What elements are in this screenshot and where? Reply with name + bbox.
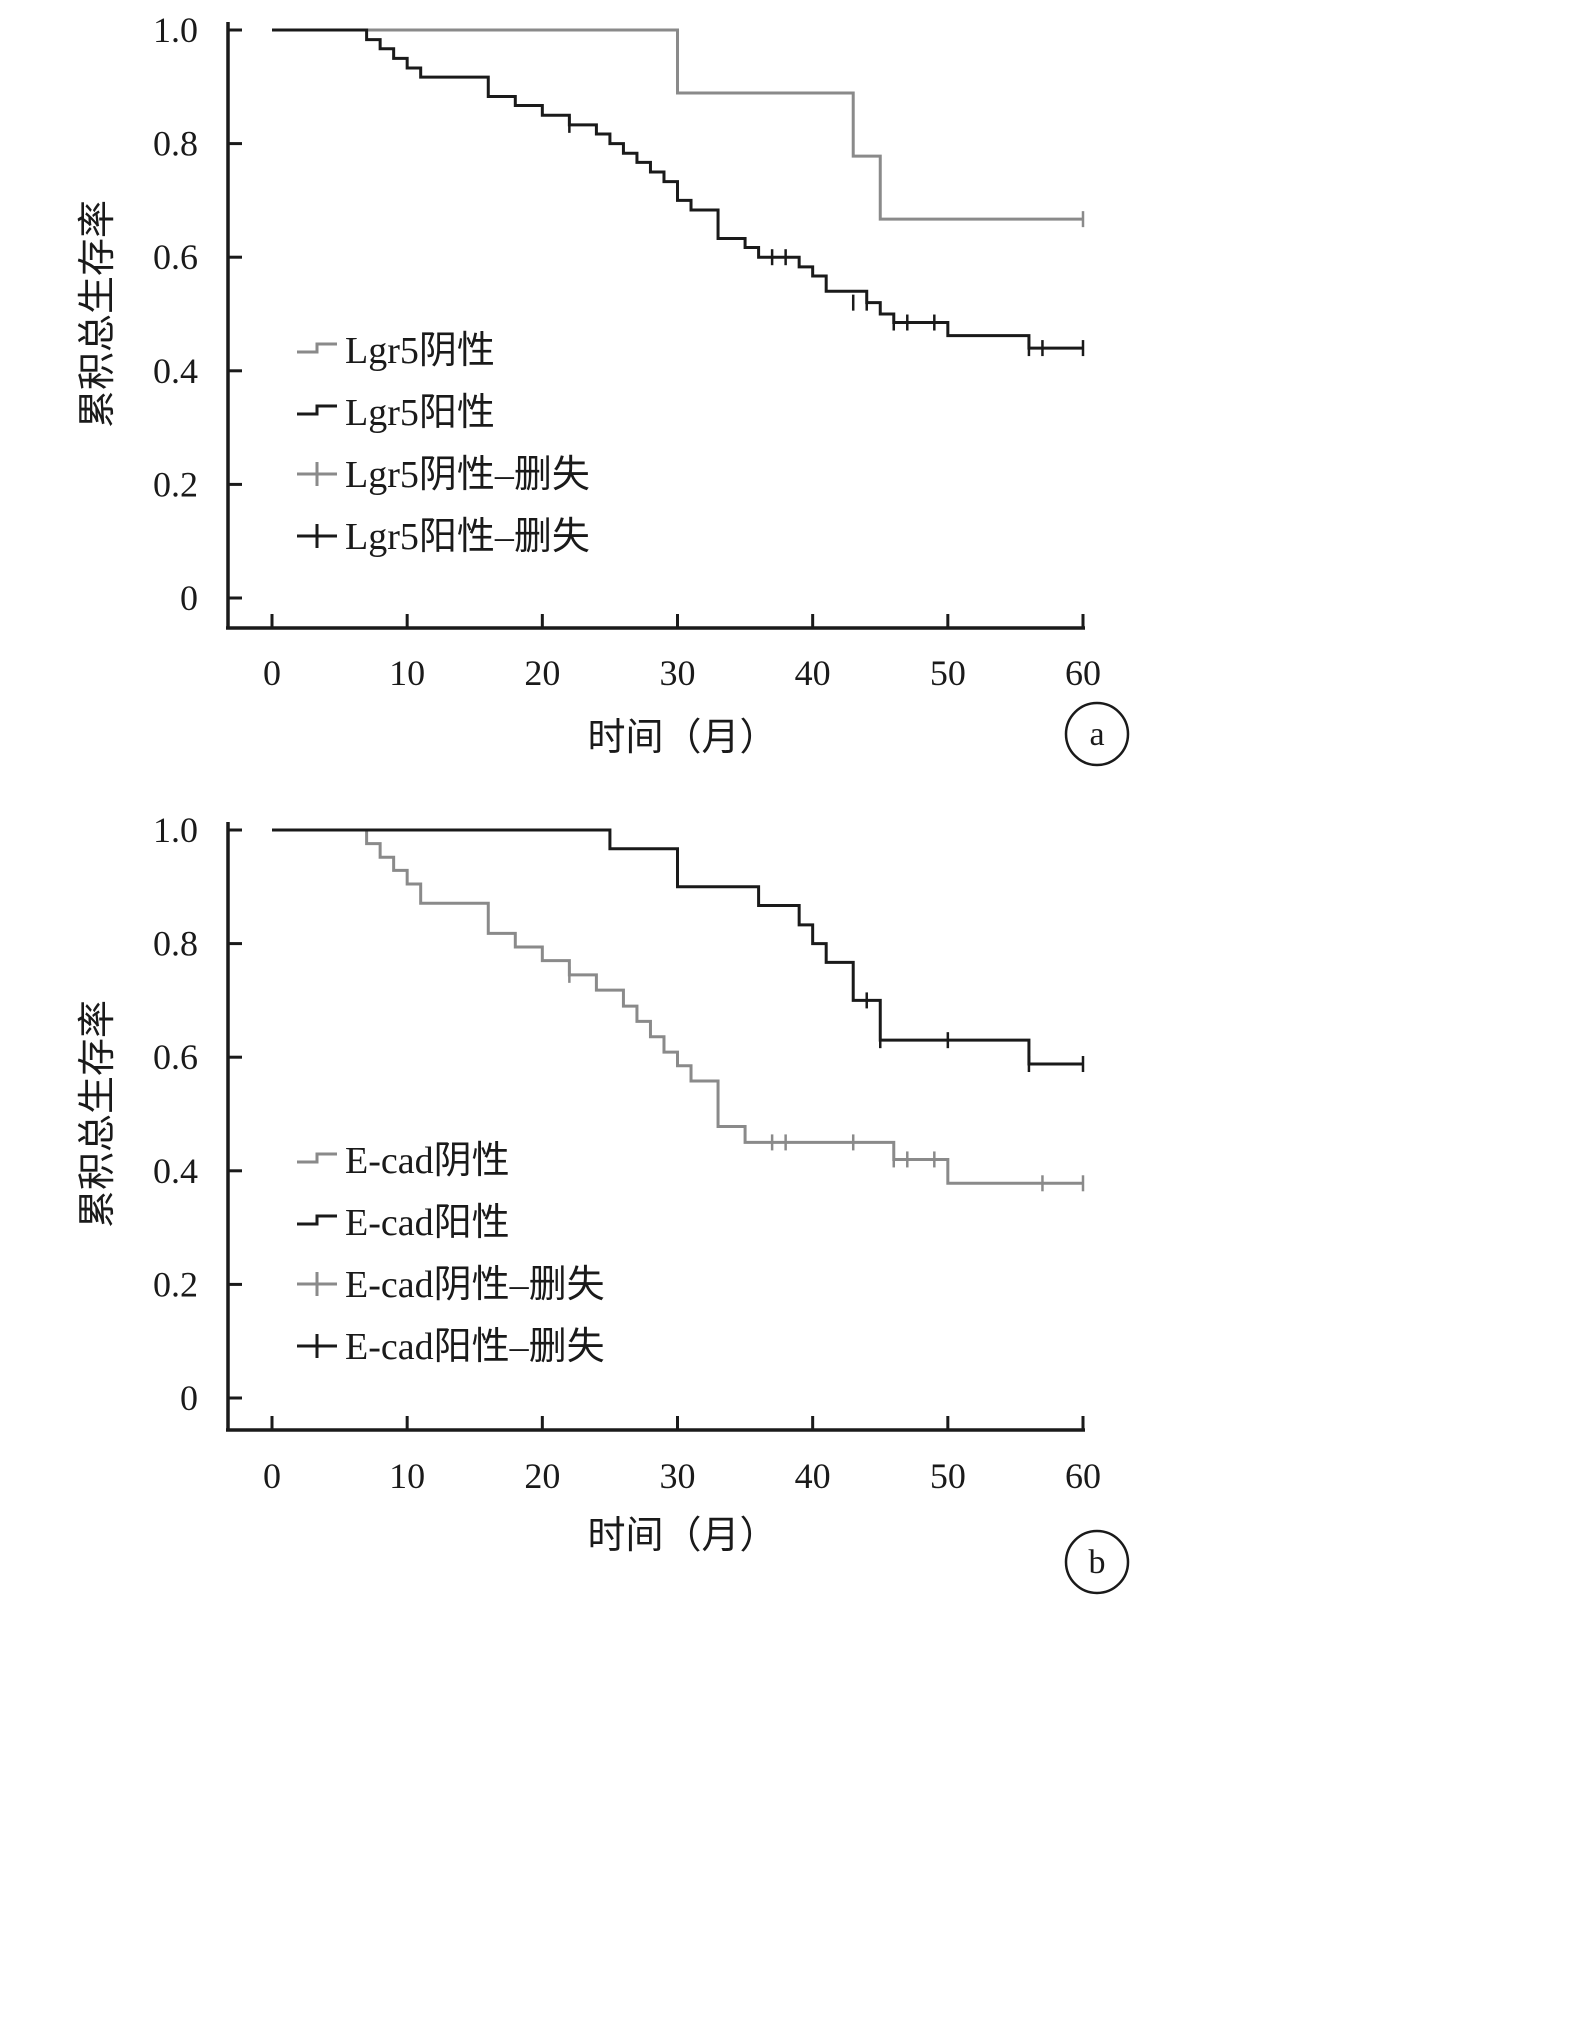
legend-line-swatch	[297, 1214, 337, 1226]
x-axis-title: 时间（月）	[587, 1515, 777, 1557]
x-tick-label: 40	[795, 653, 831, 693]
legend-line-swatch	[297, 1152, 337, 1164]
x-tick-label: 20	[524, 653, 560, 693]
legend-label: Lgr5阳性	[345, 392, 495, 434]
x-tick-label: 50	[930, 1456, 966, 1496]
legend-item: E-cad阳性–删失	[297, 1326, 605, 1368]
series-line-negative	[272, 828, 1083, 1185]
y-tick-label: 0.2	[153, 1264, 198, 1304]
legend-line-swatch	[297, 342, 337, 354]
survival-figure: 0 0.2 0.4 0.6 0.8 1.0 0 10 20 30 40 50 60 时间（月） 累积总生存率…	[77, 10, 1130, 1595]
x-tick-label: 30	[660, 1456, 696, 1496]
legend-label: Lgr5阴性–删失	[345, 454, 590, 496]
y-tick-label: 0.4	[153, 351, 198, 391]
y-axis-title: 累积总生存率	[77, 200, 119, 428]
legend-label: Lgr5阴性	[345, 330, 495, 372]
y-tick-label: 0	[180, 578, 198, 618]
x-tick-label: 10	[389, 653, 425, 693]
legend-label: E-cad阴性–删失	[345, 1264, 605, 1306]
x-tick-label: 0	[263, 1456, 281, 1496]
panel-letter-circle	[1064, 701, 1130, 767]
legend-item: Lgr5阴性–删失	[297, 454, 590, 496]
x-tick-label: 50	[930, 653, 966, 693]
legend-label: E-cad阴性	[345, 1140, 510, 1182]
y-tick-label: 1.0	[153, 810, 198, 850]
series-line-negative	[272, 28, 1083, 221]
x-tick-label: 10	[389, 1456, 425, 1496]
x-tick-label: 60	[1065, 1456, 1101, 1496]
x-axis-title: 时间（月）	[587, 717, 777, 759]
panel-letter-circle	[1064, 1529, 1130, 1595]
chart-panel-a: 0 0.2 0.4 0.6 0.8 1.0 0 10 20 30 40 50 60 时间（月） 累积总生存率…	[77, 10, 1130, 767]
chart-panel-b: 0 0.2 0.4 0.6 0.8 1.0 0 10 20 30 40 50 60 时间（月） 累积总生存率…	[77, 810, 1130, 1595]
panel-letter: b	[1089, 1544, 1106, 1581]
x-tick-label: 40	[795, 1456, 831, 1496]
legend-item: Lgr5阳性	[297, 392, 495, 434]
legend-item: E-cad阴性–删失	[297, 1264, 605, 1306]
y-tick-label: 0.8	[153, 124, 198, 164]
y-tick-label: 0.8	[153, 924, 198, 964]
y-tick-label: 0.6	[153, 237, 198, 277]
y-axis-title: 累积总生存率	[77, 1000, 119, 1228]
x-tick-label: 0	[263, 653, 281, 693]
legend-item: Lgr5阴性	[297, 330, 495, 372]
legend-item: E-cad阴性	[297, 1140, 510, 1182]
y-tick-label: 0.4	[153, 1151, 198, 1191]
y-tick-label: 0	[180, 1378, 198, 1418]
panel-letter: a	[1089, 716, 1104, 753]
legend-line-swatch	[297, 404, 337, 416]
y-tick-label: 1.0	[153, 10, 198, 50]
x-tick-label: 20	[524, 1456, 560, 1496]
y-tick-label: 0.6	[153, 1037, 198, 1077]
x-tick-label: 60	[1065, 653, 1101, 693]
legend-label: Lgr5阳性–删失	[345, 516, 590, 558]
legend-label: E-cad阳性–删失	[345, 1326, 605, 1368]
legend-label: E-cad阳性	[345, 1202, 510, 1244]
x-tick-label: 30	[660, 653, 696, 693]
legend-item: Lgr5阳性–删失	[297, 516, 590, 558]
y-tick-label: 0.2	[153, 464, 198, 504]
legend-item: E-cad阳性	[297, 1202, 510, 1244]
